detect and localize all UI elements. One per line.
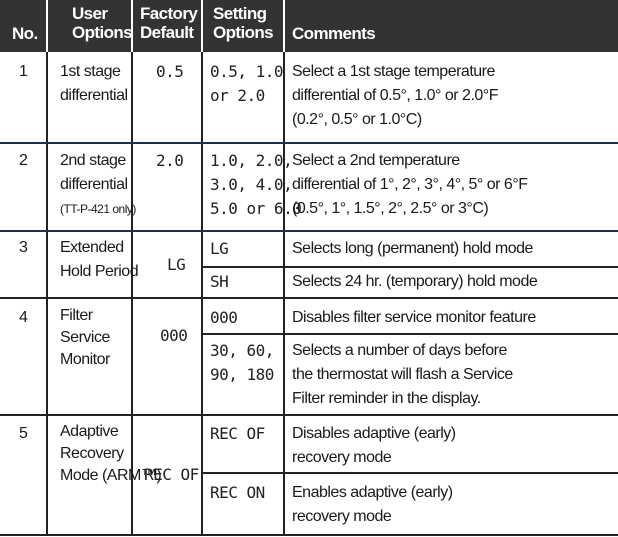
- setting-value: SH: [210, 272, 229, 291]
- comment: Selects long (permanent) hold mode: [292, 240, 533, 257]
- setting-value: REC ON: [210, 483, 265, 502]
- setting-value: 0.5, 1.0 or 2.0: [210, 62, 284, 105]
- comment: Select a 2nd temperature differential of …: [292, 152, 528, 217]
- factory-default: 0.5: [156, 62, 184, 81]
- factory-default: 000: [160, 326, 188, 345]
- row-no: 5: [19, 425, 28, 442]
- user-option: Filter Service Monitor: [60, 307, 110, 368]
- comment: Selects a number of days before the therm…: [292, 342, 513, 407]
- comment: Selects 24 hr. (temporary) hold mode: [292, 273, 538, 290]
- header-comments: Comments: [292, 24, 376, 43]
- header-factory-default: Factory Default: [140, 4, 198, 42]
- row-no: 4: [19, 309, 28, 326]
- row-no: 3: [19, 239, 28, 256]
- setting-value: 1.0, 2.0, 3.0, 4.0, 5.0 or 6.0: [210, 151, 302, 218]
- setting-value: LG: [210, 239, 229, 258]
- header-no: No.: [12, 24, 38, 43]
- user-option: Adaptive Recovery Mode (ARM™): [60, 423, 162, 484]
- factory-default: REC OF: [144, 465, 199, 484]
- user-option: Extended Hold Period: [60, 239, 139, 280]
- setting-value: REC OF: [210, 424, 265, 443]
- comment: Select a 1st stage temperature differenti…: [292, 63, 498, 128]
- header-user-options: User Options: [72, 4, 133, 42]
- header-setting-options: Setting Options: [213, 4, 274, 42]
- setting-value: 000: [210, 308, 238, 327]
- table-header: No. User Options Factory Default Setting Op…: [0, 0, 618, 52]
- setting-value: 30, 60, 90, 180: [210, 341, 274, 384]
- comment: Enables adaptive (early) recovery mode: [292, 484, 453, 525]
- row-no: 1: [19, 63, 28, 80]
- comment: Disables filter service monitor feature: [292, 309, 536, 326]
- user-option: 2nd stage differential (TT-P-421 only): [60, 152, 136, 216]
- factory-default: LG: [167, 255, 186, 274]
- row-no: 2: [19, 152, 28, 169]
- user-option: 1st stage differential: [60, 63, 128, 104]
- comment: Disables adaptive (early) recovery mode: [292, 425, 456, 466]
- factory-default: 2.0: [156, 151, 184, 170]
